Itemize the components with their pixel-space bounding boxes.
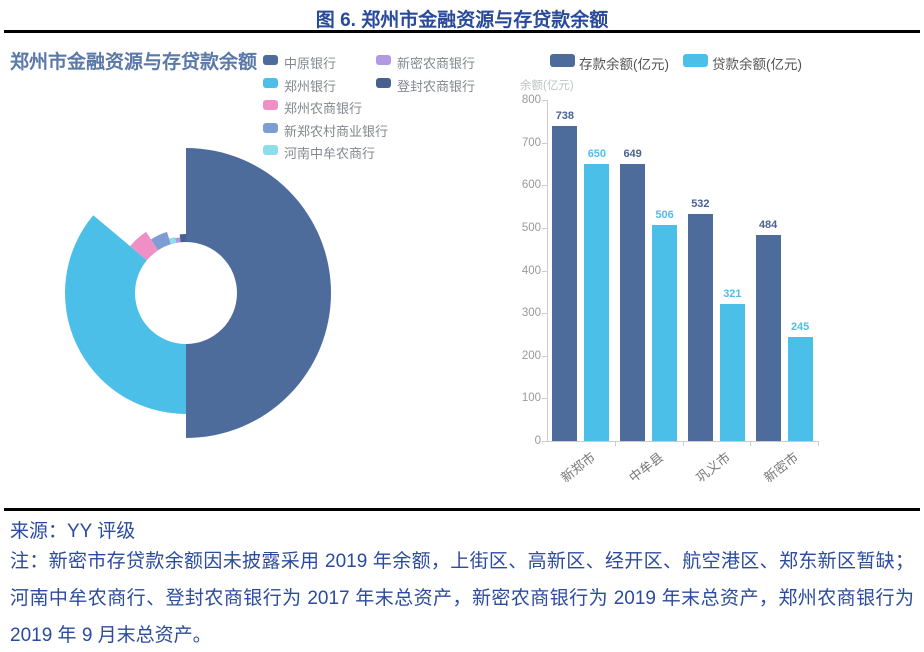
y-axis-line — [547, 100, 548, 441]
y-tick-mark — [542, 355, 547, 357]
pie-legend-label: 郑州银行 — [284, 78, 337, 94]
pie-legend-swatch-icon — [376, 55, 391, 65]
note-text: 注：新密市存贷款余额因未披露采用 2019 年余额，上街区、高新区、经开区、航空… — [10, 551, 914, 646]
y-tick-label-400: 400 — [521, 264, 541, 277]
loan-legend-label: 贷款余额(亿元) — [712, 57, 802, 72]
y-tick-label-600: 600 — [521, 179, 541, 192]
pie-legend-label: 新密农商银行 — [397, 56, 476, 71]
pie-legend-label: 郑州农商银行 — [284, 101, 363, 116]
loan-legend-swatch-icon — [683, 54, 708, 67]
y-tick-label-700: 700 — [521, 136, 541, 149]
bar-存款余额(亿元)-新郑市[interactable] — [552, 126, 578, 441]
pie-segment-新密农商银行[interactable] — [175, 237, 181, 243]
y-tick-label-0: 0 — [534, 435, 541, 447]
y-tick-mark — [542, 185, 547, 187]
y-tick-mark — [542, 270, 547, 272]
y-tick-label-800: 800 — [521, 94, 541, 106]
pie-segment-郑州银行[interactable] — [64, 215, 186, 414]
source-text: 来源：YY 评级 — [10, 521, 136, 542]
bar-value-label: 532 — [691, 198, 710, 211]
bar-贷款余额(亿元)-巩义市[interactable] — [719, 304, 745, 441]
pie-legend-label: 中原银行 — [284, 56, 337, 71]
bar-存款余额(亿元)-中牟县[interactable] — [620, 164, 646, 441]
pie-chart-title: 郑州市金融资源与存贷款余额 — [10, 52, 258, 73]
pie-legend-label: 新郑农村商业银行 — [284, 123, 389, 139]
y-tick-label-200: 200 — [521, 349, 541, 362]
y-tick-label-500: 500 — [521, 221, 541, 234]
figure-title: 图 6. 郑州市金融资源与存贷款余额 — [315, 10, 609, 31]
bar-value-label: 245 — [790, 320, 810, 333]
y-tick-mark — [542, 100, 547, 101]
top-divider-line — [4, 30, 920, 33]
y-tick-mark — [542, 227, 547, 229]
deposit-legend-label: 存款余额(亿元) — [579, 57, 669, 72]
pie-legend-swatch-icon — [263, 122, 278, 133]
y-tick-mark — [542, 313, 547, 315]
pie-legend-swatch-icon — [263, 145, 278, 155]
bar-value-label: 321 — [723, 288, 742, 301]
pie-legend-label: 登封农商银行 — [397, 78, 476, 94]
pie-segment-河南中牟农商行[interactable] — [169, 237, 177, 245]
deposit-legend-swatch-icon — [550, 54, 575, 67]
x-tick-mark — [750, 441, 752, 446]
y-tick-mark — [542, 142, 547, 144]
pie-segment-中原银行[interactable] — [186, 148, 331, 438]
x-tick-mark — [818, 441, 819, 446]
pie-legend-swatch-icon — [263, 77, 278, 88]
x-tick-mark — [682, 441, 684, 446]
pie-legend-swatch-icon — [376, 77, 391, 88]
y-axis-name: 余额(亿元) — [520, 80, 574, 92]
pie-legend-swatch-icon — [263, 100, 278, 110]
bar-value-label: 506 — [655, 209, 674, 222]
pie-segment-新郑农村商业银行[interactable] — [151, 231, 171, 251]
bar-value-label: 738 — [555, 110, 575, 123]
pie-legend-label: 河南中牟农商行 — [284, 146, 376, 161]
bar-贷款余额(亿元)-新密市[interactable] — [787, 336, 813, 441]
bar-存款余额(亿元)-新密市[interactable] — [755, 234, 781, 441]
pie-legend-swatch-icon — [263, 55, 278, 65]
bar-value-label: 484 — [758, 218, 778, 231]
y-tick-mark — [542, 441, 547, 442]
pie-segment-郑州农商银行[interactable] — [130, 231, 159, 261]
bar-贷款余额(亿元)-中牟县[interactable] — [652, 225, 678, 441]
y-tick-mark — [542, 398, 547, 400]
y-tick-label-300: 300 — [521, 307, 541, 320]
x-tick-mark — [614, 441, 616, 446]
bottom-divider-line — [4, 508, 920, 511]
bar-value-label: 650 — [587, 147, 607, 160]
bar-value-label: 649 — [623, 148, 642, 161]
bar-存款余额(亿元)-巩义市[interactable] — [687, 214, 713, 441]
y-tick-label-100: 100 — [521, 392, 541, 405]
bar-贷款余额(亿元)-新郑市[interactable] — [584, 163, 610, 441]
pie-segment-登封农商银行[interactable] — [179, 234, 186, 243]
